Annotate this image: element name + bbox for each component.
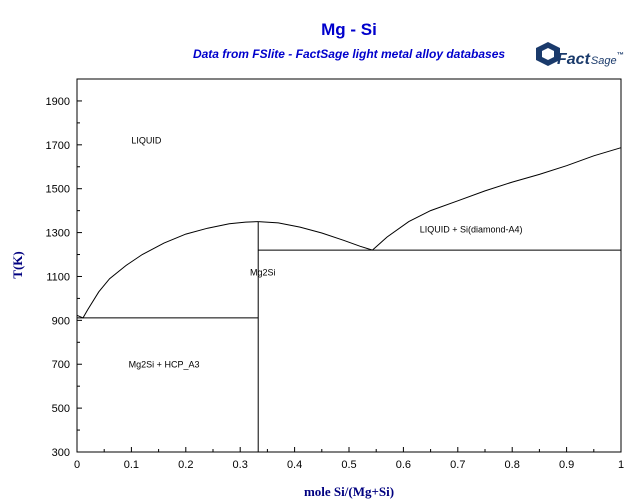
y-tick-label: 1100 bbox=[46, 271, 70, 283]
y-tick-label: 900 bbox=[52, 315, 70, 327]
x-tick-label: 0.7 bbox=[450, 459, 465, 471]
y-tick-label: 300 bbox=[52, 447, 70, 459]
y-tick-label: 1300 bbox=[46, 228, 70, 240]
region-label: LIQUID + Si(diamond-A4) bbox=[420, 225, 523, 235]
x-axis-label: mole Si/(Mg+Si) bbox=[304, 484, 394, 499]
phase-boundary-line bbox=[258, 221, 373, 251]
region-labels: LIQUID LIQUID + Si(diamond-A4) Mg2Si Mg2Si … bbox=[129, 136, 523, 370]
logo-word-sage: Sage bbox=[591, 55, 617, 67]
y-tick-label: 700 bbox=[52, 359, 70, 371]
phase-boundaries bbox=[76, 147, 622, 452]
logo-mark-icon bbox=[536, 42, 560, 66]
x-tick-label: 0.8 bbox=[505, 459, 520, 471]
x-tick-label: 0.4 bbox=[287, 459, 302, 471]
y-axis-label: T(K) bbox=[10, 251, 25, 278]
x-axis: 0 0.1 0.2 0.3 0.4 0.5 0.6 0.7 0.8 0.9 1 bbox=[74, 447, 624, 471]
chart-subtitle: Data from FSlite - FactSage light metal … bbox=[193, 47, 505, 61]
y-tick-label: 1900 bbox=[46, 96, 70, 108]
x-tick-label: 1 bbox=[618, 459, 624, 471]
x-tick-label: 0.6 bbox=[396, 459, 411, 471]
x-tick-label: 0.5 bbox=[341, 459, 356, 471]
phase-boundary-line bbox=[372, 147, 622, 251]
region-label: Mg2Si bbox=[250, 267, 276, 277]
y-axis: 300 500 700 900 1100 1300 1500 1700 1900 bbox=[46, 96, 82, 459]
factsage-logo: FactSage™ bbox=[536, 42, 624, 68]
x-tick-label: 0.9 bbox=[559, 459, 574, 471]
phase-boundary-line bbox=[76, 221, 259, 319]
plot-area: 0 0.1 0.2 0.3 0.4 0.5 0.6 0.7 0.8 0.9 1 300 500 700 9… bbox=[46, 78, 624, 471]
logo-word-fact: Fact bbox=[557, 51, 591, 68]
region-label: Mg2Si + HCP_A3 bbox=[129, 360, 200, 370]
x-tick-label: 0.1 bbox=[124, 459, 139, 471]
svg-text:FactSage™: FactSage™ bbox=[557, 51, 624, 68]
region-label: LIQUID bbox=[131, 136, 162, 146]
logo-trademark: ™ bbox=[617, 52, 624, 59]
x-tick-label: 0 bbox=[74, 459, 80, 471]
x-tick-label: 0.2 bbox=[178, 459, 193, 471]
x-tick-label: 0.3 bbox=[233, 459, 248, 471]
y-tick-label: 1700 bbox=[46, 140, 70, 152]
y-tick-label: 500 bbox=[52, 403, 70, 415]
y-tick-label: 1500 bbox=[46, 184, 70, 196]
chart-title: Mg - Si bbox=[321, 20, 377, 39]
